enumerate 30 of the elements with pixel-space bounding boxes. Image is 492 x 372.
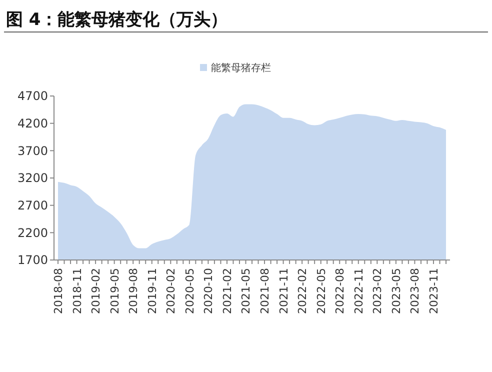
x-tick-label: 2019-11 [146, 268, 159, 314]
x-tick-label: 2019-02 [90, 268, 103, 314]
x-tick-label: 2022-11 [352, 268, 366, 314]
y-tick-label: 4700 [17, 89, 48, 104]
x-tick-label: 2021-08 [258, 268, 272, 314]
y-tick-label: 2700 [17, 198, 48, 213]
x-tick-label: 2019-08 [127, 268, 140, 314]
x-tick-label: 2022-08 [334, 268, 347, 314]
x-tick-label: 2020-05 [183, 268, 196, 314]
x-tick-label: 2023-08 [408, 268, 422, 314]
x-tick-label: 2021-05 [240, 268, 253, 314]
x-tick-label: 2018-08 [52, 268, 65, 314]
x-tick-label: 2023-11 [427, 268, 440, 314]
y-tick-label: 4200 [17, 116, 48, 131]
x-tick-label: 2019-05 [108, 268, 122, 314]
legend-label: 能繁母猪存栏 [211, 62, 271, 74]
x-tick-label: 2020-02 [164, 268, 178, 314]
x-tick-label: 2020-10 [202, 268, 216, 314]
x-tick-label: 2021-11 [277, 268, 290, 314]
x-tick-label: 2023-05 [390, 268, 403, 314]
y-tick-label: 3200 [17, 171, 48, 186]
y-tick-label: 2200 [17, 226, 48, 240]
chart-title: 图 4：能繁母猪变化（万头） [6, 10, 228, 30]
y-tick-label: 1700 [17, 253, 48, 268]
x-tick-label: 2018-11 [70, 268, 84, 314]
x-tick-label: 2023-02 [371, 268, 384, 314]
y-tick-label: 3700 [17, 144, 48, 158]
x-tick-label: 2022-02 [296, 268, 310, 314]
x-tick-label: 2021-02 [220, 268, 234, 314]
x-tick-label: 2022-05 [314, 268, 328, 314]
